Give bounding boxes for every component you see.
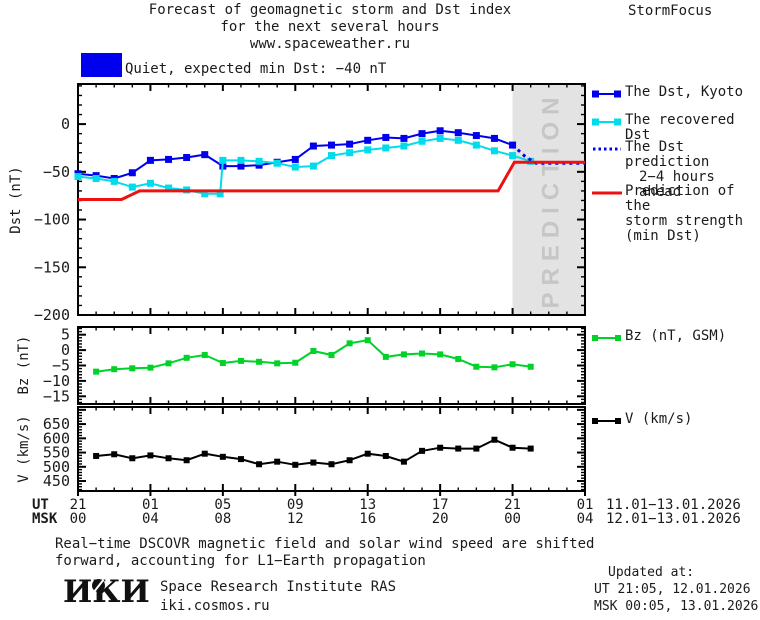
xtick-label: 17 xyxy=(431,497,449,513)
footnote: Real−time DSCOVR magnetic field and sola… xyxy=(55,536,594,570)
series-the-dst-kyoto xyxy=(77,129,513,180)
prediction-band xyxy=(512,84,585,315)
updated-block: Updated at: UT 21:05, 12.01.2026 MSK 00:… xyxy=(594,564,758,615)
xtick-label: 09 xyxy=(286,497,304,513)
ytick-label: 0 xyxy=(61,341,70,359)
xtick-label: 16 xyxy=(359,511,377,527)
ut-date-range: 11.01−13.01.2026 xyxy=(606,497,741,513)
panel-frame xyxy=(77,326,586,405)
legend-sample-prediction xyxy=(593,147,621,151)
site-url: www.spaceweather.ru xyxy=(249,36,411,52)
series-bz-nt-gsm- xyxy=(95,339,531,373)
prediction-band-label: PREDICTION xyxy=(537,90,564,308)
series-prediction-of-the-storm-strength-min-dst- xyxy=(78,160,585,201)
xtick-label: 05 xyxy=(214,497,232,513)
legend-label-line2: storm strength xyxy=(625,213,744,229)
panel-frame xyxy=(77,406,586,492)
panel-dst: PREDICTION 0 −50 −100 −150 −200 xyxy=(34,83,586,324)
y-axis-label-dst: Dst (nT) xyxy=(8,166,24,234)
legend-sample-v xyxy=(592,418,621,424)
ytick-label: −15 xyxy=(43,387,70,405)
institute-site: iki.cosmos.ru xyxy=(160,598,270,614)
footnote-line2: forward, accounting for L1−Earth propaga… xyxy=(55,553,426,569)
updated-msk: MSK 00:05, 13.01.2026 xyxy=(594,599,759,614)
brand-stormfocus: StormFocus xyxy=(628,3,713,19)
ytick-label: 600 xyxy=(43,429,70,447)
institute-block: Space Research Institute RAS iki.cosmos.… xyxy=(160,578,396,616)
storm-level-swatch xyxy=(81,53,122,77)
legend-label-line2: 2−4 hours ahead xyxy=(639,169,715,200)
legend-label-multiline: The Dst prediction 2−4 hours ahead xyxy=(625,140,760,200)
forecast-charts: PREDICTION0−50−100−150−20050−5−10−156506… xyxy=(34,83,586,496)
storm-level-label: Quiet, expected min Dst: −40 nT xyxy=(125,61,387,77)
ytick-label: 550 xyxy=(43,444,70,462)
x-axis-msk-row: MSK 12.01−13.01.2026 00 04 08 12 16 20 00 04 xyxy=(0,511,760,527)
ytick-label: −5 xyxy=(52,357,70,375)
legend-storm-strength: Prediction of the storm strength (min Ds… xyxy=(592,184,760,244)
xtick-label: 04 xyxy=(141,511,159,527)
legend-label-line3: (min Dst) xyxy=(625,228,701,244)
x-axis-ut-row: UT 11.01−13.01.2026 21 01 05 09 13 17 21 01 xyxy=(0,497,760,513)
footnote-line1: Real−time DSCOVR magnetic field and sola… xyxy=(55,536,595,552)
legend-label: V (km/s) xyxy=(625,411,693,427)
xtick-label: 00 xyxy=(504,511,521,527)
legend-sample-storm-strength xyxy=(592,191,622,195)
xtick-label: 12 xyxy=(286,511,304,527)
y-axis-label-bz: Bz (nT) xyxy=(16,335,32,395)
legend-label-multiline: Prediction of the storm strength (min Ds… xyxy=(625,184,760,244)
panel-bz: 50−5−10−15 xyxy=(43,326,586,405)
panel-frame xyxy=(77,83,586,316)
ytick-label: 0 xyxy=(61,115,70,133)
xtick-label: 21 xyxy=(69,497,87,513)
legend-label: The Dst, Kyoto xyxy=(625,84,744,100)
title-line-1: Forecast of geomagnetic storm and Dst in… xyxy=(148,2,512,18)
legend-sample-recovered xyxy=(592,118,621,126)
ytick-label: 5 xyxy=(61,326,70,344)
page-title: Forecast of geomagnetic storm and Dst in… xyxy=(95,2,565,53)
xtick-label: 01 xyxy=(576,497,594,513)
legend-dst-kyoto: The Dst, Kyoto xyxy=(592,85,743,100)
legend-sample-dst-kyoto xyxy=(592,90,621,98)
msk-axis-name: MSK xyxy=(32,511,58,527)
title-line-2: for the next several hours xyxy=(220,19,440,35)
xtick-label: 13 xyxy=(359,497,377,513)
xtick-label: 01 xyxy=(141,497,159,513)
legend-label-line1: Prediction of the xyxy=(625,183,735,214)
ytick-label: −150 xyxy=(34,258,70,276)
xtick-label: 20 xyxy=(431,511,449,527)
legend-sample-bz xyxy=(592,335,621,341)
ytick-label: 450 xyxy=(43,472,70,490)
msk-date-range: 12.01−13.01.2026 xyxy=(606,511,741,527)
ytick-label: −50 xyxy=(43,163,70,181)
xtick-label: 04 xyxy=(576,511,594,527)
series-the-recovered-dst xyxy=(77,137,532,195)
iki-logo: ИКИ xyxy=(63,575,150,609)
ytick-label: 500 xyxy=(43,458,70,476)
iki-logo-emblem xyxy=(92,578,105,593)
legend-label: The recovered Dst xyxy=(625,112,735,143)
ytick-label: −10 xyxy=(43,372,70,390)
ytick-label: −100 xyxy=(34,211,70,229)
legend-label: Bz (nT, GSM) xyxy=(625,328,727,344)
updated-label: Updated at: xyxy=(608,565,695,580)
legend-v: V (km/s) xyxy=(592,412,692,427)
iki-logo-text: ИКИ xyxy=(63,574,150,610)
ytick-label: 650 xyxy=(43,415,70,433)
legend-recovered-dst: The recovered Dst xyxy=(592,113,760,143)
ut-axis-name: UT xyxy=(32,497,49,513)
legend-dst-prediction: The Dst prediction 2−4 hours ahead xyxy=(592,140,760,200)
legend-label-line1: The Dst prediction xyxy=(625,139,710,170)
xtick-label: 08 xyxy=(214,511,232,527)
xtick-label: 21 xyxy=(504,497,521,513)
institute-name: Space Research Institute RAS xyxy=(160,579,397,595)
ytick-label: −200 xyxy=(34,306,70,324)
legend-bz: Bz (nT, GSM) xyxy=(592,329,726,344)
xtick-label: 00 xyxy=(69,511,87,527)
y-axis-label-v: V (km/s) xyxy=(16,415,32,483)
updated-ut: UT 21:05, 12.01.2026 xyxy=(594,582,751,597)
